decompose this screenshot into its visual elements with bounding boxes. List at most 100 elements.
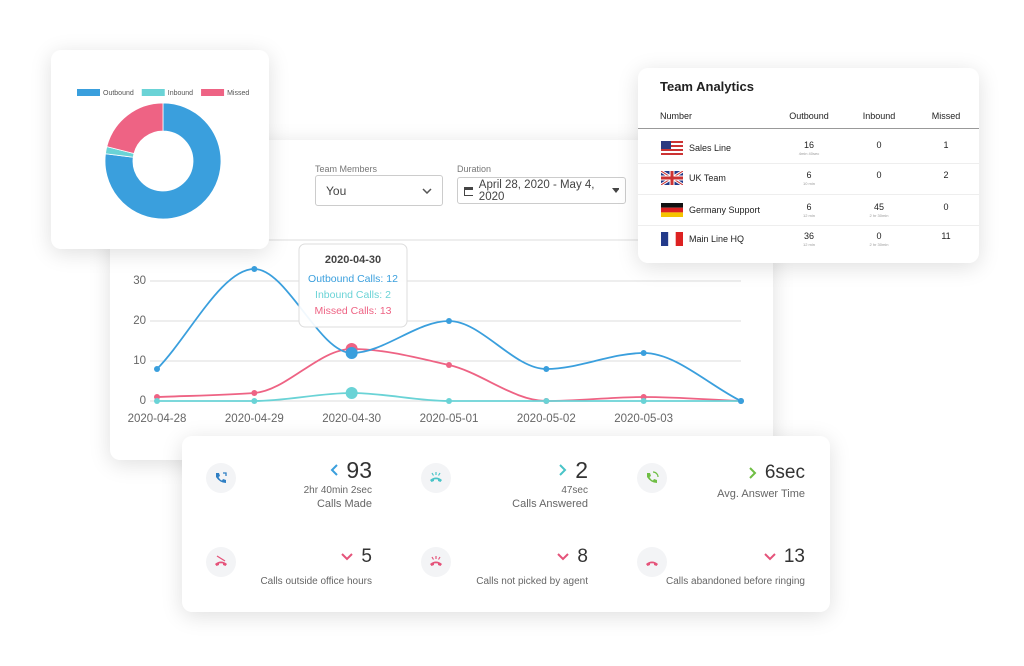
duration-value: April 28, 2020 - May 4, 2020 (478, 178, 595, 203)
x-tick-label: 2020-05-03 (614, 413, 673, 425)
team-select-value: You (326, 183, 347, 198)
x-tick-label: 2020-04-29 (225, 413, 284, 425)
x-tick-label: 2020-05-02 (517, 413, 576, 425)
tooltip-line: Inbound Calls: 2 (315, 289, 391, 301)
dropdown-caret (611, 188, 619, 193)
data-point (154, 366, 160, 372)
data-point (251, 390, 258, 396)
stat-cell: 5 Calls outside office hours (172, 544, 372, 587)
stat-detail: 2hr 40min 2sec (303, 485, 372, 496)
header-rule (638, 128, 979, 129)
stat-cell: 2 47sec Calls Answered (388, 457, 588, 510)
data-point (445, 318, 452, 324)
stat-label: Calls abandoned before ringing (666, 576, 805, 587)
donut-chart: Outbound Inbound Missed (77, 89, 249, 220)
chevron-right (559, 464, 567, 476)
row-name: Germany Support (689, 205, 761, 215)
data-point (154, 398, 160, 404)
data-point (543, 398, 550, 404)
outgoing-call-icon (206, 463, 236, 493)
legend-swatch (141, 89, 165, 96)
answer-time-icon (637, 463, 667, 493)
team-select[interactable]: You (315, 175, 443, 206)
data-point (737, 398, 744, 404)
table-title: Team Analytics (660, 79, 754, 94)
not-picked-icon (421, 547, 451, 577)
stat-value: 8 (577, 546, 588, 567)
data-point (737, 398, 744, 404)
stat-label: Calls Answered (512, 498, 588, 510)
row-name: UK Team (689, 173, 726, 183)
row-name: Sales Line (689, 143, 732, 153)
outbound-cell: 16 (803, 140, 814, 150)
abandoned-call-icon (637, 547, 667, 577)
tooltip-title: 2020-04-30 (325, 254, 381, 266)
data-point (154, 394, 160, 400)
data-point (640, 398, 647, 404)
x-tick-label: 2020-04-30 (322, 413, 381, 425)
duration-select[interactable]: April 28, 2020 - May 4, 2020 (457, 177, 626, 204)
stat-cell: 93 2hr 40min 2sec Calls Made (172, 457, 372, 510)
row-rule (638, 194, 979, 195)
missed-cell: 11 (941, 231, 951, 241)
legend-label: Outbound (103, 90, 134, 97)
legend-label: Inbound (168, 90, 193, 97)
dropdown-chevron (422, 187, 432, 194)
cell-note: 4min 40sec (798, 151, 820, 156)
series-line (156, 268, 742, 402)
y-tick-label: 20 (133, 315, 146, 327)
data-point (345, 347, 358, 359)
x-tick-label: 2020-04-28 (128, 413, 187, 425)
answered-call-icon (421, 463, 451, 493)
series-line (157, 392, 741, 402)
flag-uk (661, 171, 683, 185)
y-tick-label: 30 (133, 275, 146, 287)
chevron-down (341, 553, 354, 561)
stat-detail: 47sec (561, 485, 588, 496)
flag-us (661, 141, 683, 155)
row-rule (638, 163, 979, 164)
cell-note: 2 hr 30min (869, 242, 889, 247)
inbound-cell: 0 (876, 140, 882, 150)
stat-value: 5 (361, 546, 372, 567)
stat-cell: 6sec Avg. Answer Time (605, 460, 805, 500)
missed-cell: 1 (943, 140, 949, 150)
tooltip-line: Missed Calls: 13 (314, 305, 391, 317)
missed-cell: 0 (943, 202, 949, 212)
stat-label: Calls Made (316, 498, 372, 510)
donut-segment (106, 102, 164, 155)
outbound-cell: 36 (803, 231, 814, 241)
data-point (345, 343, 358, 355)
data-point (251, 398, 258, 404)
stat-value: 6sec (764, 462, 805, 483)
row-rule (638, 225, 979, 226)
inbound-cell: 0 (876, 170, 882, 180)
stat-cell: 8 Calls not picked by agent (388, 544, 588, 587)
series-line (156, 348, 742, 402)
stats-card: 93 2hr 40min 2sec Calls Made 2 47sec Cal… (182, 436, 830, 612)
y-tick-label: 10 (133, 355, 146, 367)
filter-label: Team Members (315, 164, 378, 174)
inbound-cell: 45 (873, 202, 884, 212)
legend-label: Missed (227, 90, 249, 97)
outbound-cell: 6 (806, 202, 812, 212)
stat-label: Avg. Answer Time (717, 488, 805, 500)
outside-hours-icon (206, 547, 236, 577)
stat-cell: 13 Calls abandoned before ringing (605, 544, 805, 587)
data-point (737, 398, 744, 404)
chevron-right (749, 467, 757, 479)
column-header: Inbound (862, 111, 896, 121)
cell-note: 12 min (802, 242, 815, 247)
outbound-cell: 6 (806, 170, 812, 180)
data-point (640, 394, 647, 400)
column-header: Number (660, 111, 693, 121)
data-point (345, 387, 358, 399)
data-point (445, 398, 452, 404)
flag-fr (661, 232, 683, 246)
cell-note: 12 min (802, 213, 815, 218)
legend-swatch (201, 89, 225, 96)
tooltip-box (298, 243, 408, 328)
data-point (640, 350, 647, 356)
